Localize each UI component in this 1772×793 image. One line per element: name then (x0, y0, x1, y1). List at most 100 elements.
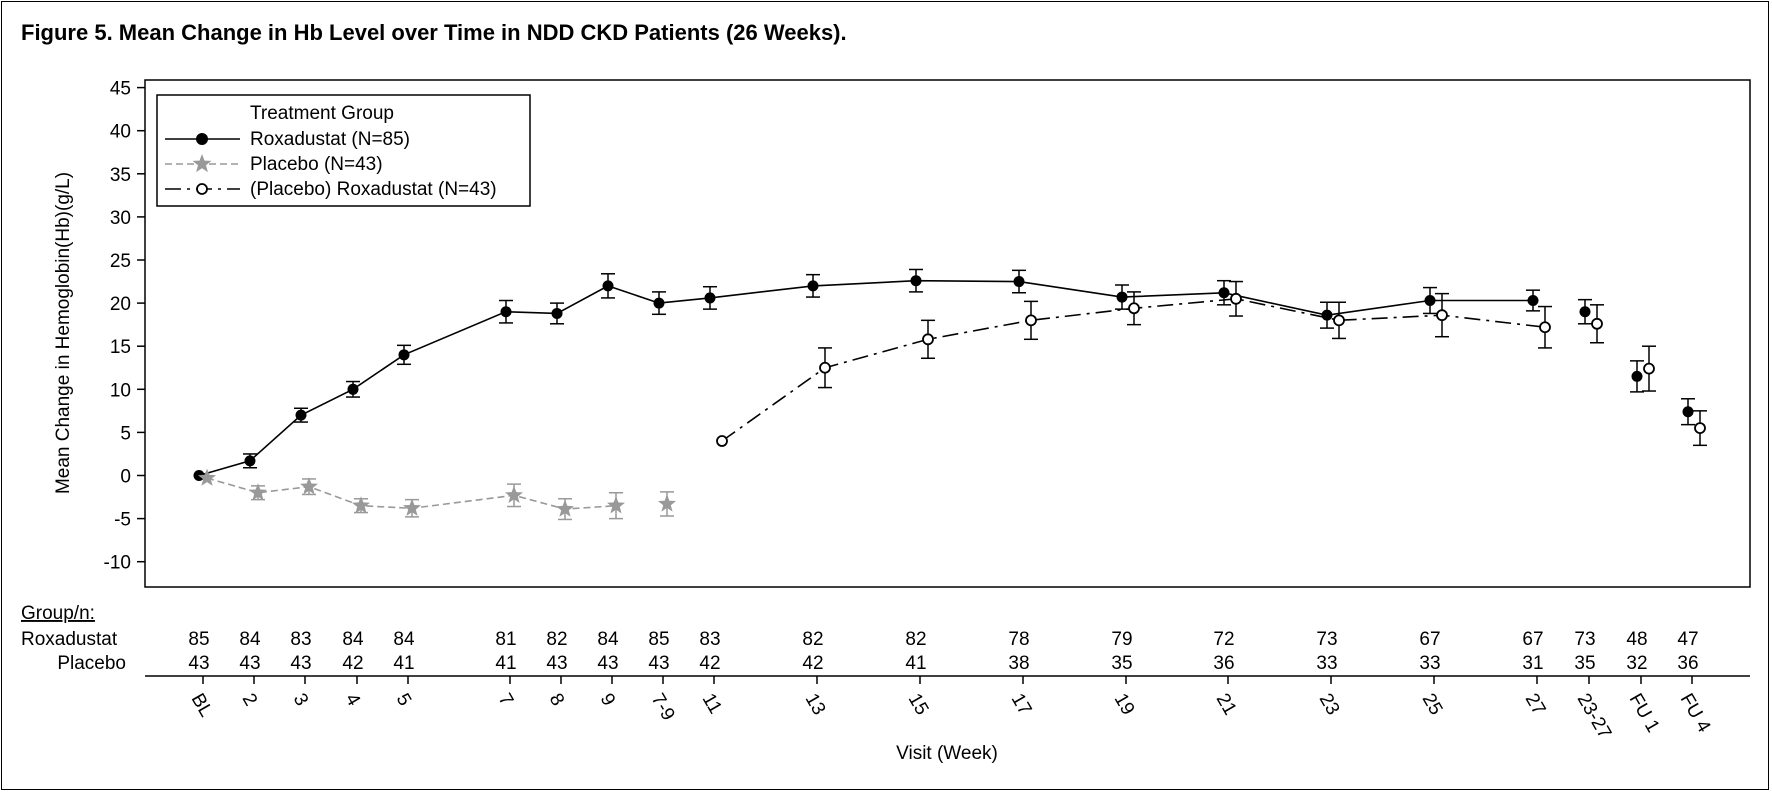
x-tick-label: BL (187, 690, 217, 721)
data-point (198, 468, 216, 486)
y-tick-label: 30 (110, 208, 131, 229)
risk-table-cell: 41 (393, 653, 414, 674)
data-point (819, 361, 831, 374)
legend-marker-star (192, 154, 212, 173)
x-tick-label: 7-9 (647, 690, 679, 724)
data-point (1025, 314, 1037, 327)
x-tick-label: 15 (904, 690, 933, 719)
risk-table-cell: 36 (1677, 653, 1698, 674)
risk-table-cell: 83 (699, 629, 720, 650)
data-point (704, 292, 716, 304)
risk-table-cell: 84 (239, 629, 261, 650)
data-point (922, 333, 934, 346)
x-tick-label: 17 (1007, 690, 1036, 719)
risk-table-cell: 35 (1574, 653, 1595, 674)
data-point (807, 280, 819, 292)
series-2 (716, 280, 1707, 447)
data-point (300, 477, 318, 495)
x-tick-label: FU 1 (1625, 690, 1664, 736)
risk-table-header: Group/n: (21, 603, 95, 624)
data-point (607, 496, 625, 514)
y-tick-label: 25 (110, 251, 131, 272)
y-tick-label: -5 (114, 510, 131, 531)
legend-entry-placebo-roxadustat: (Placebo) Roxadustat (N=43) (250, 179, 497, 200)
legend: Treatment Group Roxadustat (N=85) Placeb… (156, 94, 531, 207)
legend-title: Treatment Group (250, 103, 394, 124)
risk-table-cell: 31 (1522, 653, 1543, 674)
risk-table-cell: 36 (1213, 653, 1234, 674)
data-point (1694, 422, 1706, 434)
risk-table-cell: 82 (905, 629, 926, 650)
y-tick-label: 20 (110, 294, 131, 315)
figure-title: Figure 5. Mean Change in Hb Level over T… (21, 20, 847, 45)
risk-table-cell: 42 (342, 653, 363, 674)
data-point (551, 307, 563, 319)
risk-table-cell: 33 (1316, 653, 1337, 674)
data-point (398, 349, 410, 361)
risk-table-cell: 48 (1626, 629, 1647, 650)
series-0 (193, 268, 1695, 481)
data-point (1591, 317, 1603, 330)
y-tick-label: -10 (104, 553, 131, 574)
risk-table-cell: 47 (1677, 629, 1698, 650)
legend-marker-open-circle (196, 183, 208, 195)
x-tick-label: 25 (1418, 690, 1447, 719)
legend-entry-roxadustat: Roxadustat (N=85) (250, 129, 410, 150)
risk-table-cell: 33 (1419, 653, 1440, 674)
risk-table-cell: 32 (1626, 653, 1647, 674)
x-tick-label: 11 (698, 690, 726, 718)
x-tick-label: 2 (238, 690, 261, 710)
data-point (716, 435, 728, 447)
data-point (1539, 321, 1551, 334)
series-line (198, 279, 1533, 477)
x-axis-label: Visit (Week) (896, 743, 998, 764)
x-tick-label: 13 (801, 690, 830, 719)
risk-table-cell: 67 (1419, 629, 1440, 650)
y-tick-label: 15 (110, 337, 131, 358)
x-tick-label: 3 (289, 690, 312, 710)
risk-table-cell: 85 (648, 629, 669, 650)
risk-table-cell: 43 (188, 653, 209, 674)
risk-table-cell: 72 (1213, 629, 1234, 650)
data-point (653, 297, 665, 309)
data-point (910, 275, 922, 287)
x-tick-label: 4 (341, 690, 365, 710)
risk-table-cell: 73 (1316, 629, 1337, 650)
data-point (500, 306, 512, 318)
data-point (1527, 295, 1539, 307)
legend-frame (156, 94, 531, 207)
series-1 (198, 468, 676, 521)
y-tick-label: 0 (120, 467, 131, 488)
data-point (658, 494, 676, 512)
series-line (206, 477, 617, 510)
risk-table-cell: 84 (342, 629, 364, 650)
risk-table-cell: 43 (648, 653, 669, 674)
x-tick-label: 9 (596, 690, 619, 710)
risk-row-label-roxadustat: Roxadustat (21, 629, 118, 650)
data-point (403, 498, 421, 516)
y-tick-label: 5 (120, 423, 131, 444)
data-point (1013, 276, 1025, 288)
data-point (1321, 309, 1333, 321)
data-point (1230, 292, 1242, 305)
risk-table-cell: 41 (495, 653, 516, 674)
risk-table-cell: 35 (1111, 653, 1132, 674)
y-tick-label: 40 (110, 122, 131, 143)
y-tick-label: 35 (110, 165, 131, 186)
risk-table-cell: 43 (597, 653, 618, 674)
data-point (556, 499, 574, 517)
data-point (1579, 306, 1591, 318)
risk-table-cell: 41 (905, 653, 926, 674)
legend-marker-filled-circle (196, 133, 208, 145)
risk-table-cell: 83 (290, 629, 311, 650)
risk-table-cell: 78 (1008, 629, 1029, 650)
risk-table-cell: 84 (597, 629, 619, 650)
risk-table-cell: 81 (495, 629, 516, 650)
x-tick-label: 23-27 (1573, 690, 1615, 743)
data-point (244, 455, 256, 467)
legend-entry-placebo: Placebo (N=43) (250, 154, 383, 175)
data-point (1218, 287, 1230, 299)
risk-table-cell: 84 (393, 629, 415, 650)
risk-table-cell: 42 (802, 653, 823, 674)
